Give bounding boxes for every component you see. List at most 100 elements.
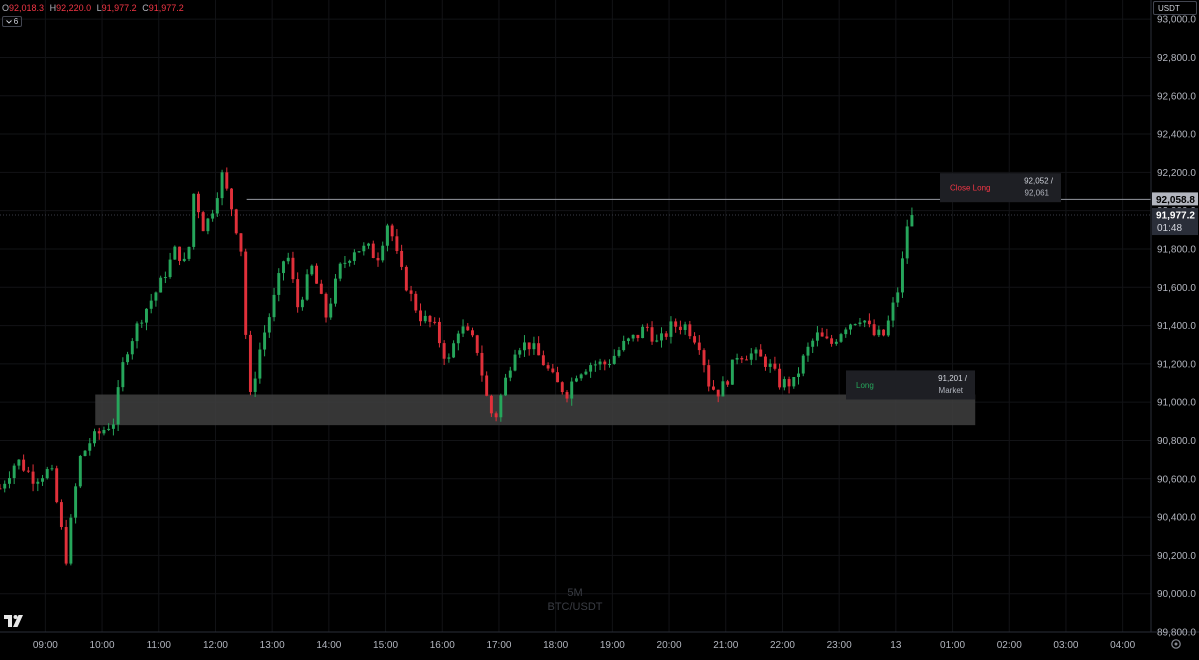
candle-down xyxy=(475,335,479,353)
ohlc-low-value: 91,977.2 xyxy=(101,3,137,13)
candle-up xyxy=(300,299,304,308)
candle-up xyxy=(834,341,838,344)
indicators-collapse-button[interactable]: 6 xyxy=(2,16,22,27)
candle-down xyxy=(471,330,474,336)
candle-up xyxy=(901,258,904,293)
candle-up xyxy=(310,265,314,275)
candle-down xyxy=(825,336,829,339)
price-tick-label: 91,200.0 xyxy=(1157,359,1196,370)
price-tick-label: 91,800.0 xyxy=(1157,244,1196,255)
candle-up xyxy=(768,363,772,367)
candle-down xyxy=(882,329,886,336)
candle-up xyxy=(338,263,342,279)
candle-down xyxy=(712,386,715,390)
candle-up xyxy=(381,245,385,261)
candle-down xyxy=(390,225,394,237)
price-axis[interactable]: 89,800.0 90,000.0 90,200.0 90,400.0 90,600.0… xyxy=(1157,15,1196,639)
candle-up xyxy=(130,341,134,355)
tradingview-logo-icon[interactable] xyxy=(4,614,26,628)
candle-down xyxy=(494,413,498,418)
candle-up xyxy=(518,350,522,355)
price-tick-label: 92,800.0 xyxy=(1157,53,1196,64)
close-long-order[interactable]: Close Long 92,052 / 92,061 xyxy=(940,173,1061,203)
candle-up xyxy=(220,172,224,199)
candle-down xyxy=(787,379,791,387)
candle-down xyxy=(678,326,682,330)
candle-up xyxy=(282,261,285,274)
candle-down xyxy=(745,359,749,361)
candle-down xyxy=(650,327,654,342)
candle-down xyxy=(556,372,560,383)
candle-up xyxy=(69,517,73,564)
time-axis[interactable]: 09:00 10:00 11:00 12:00 13:00 14:00 15:00 16:00… xyxy=(33,640,1136,651)
candle-up xyxy=(305,274,309,300)
long-order[interactable]: Long 91,201 / Market xyxy=(846,370,975,400)
candle-up xyxy=(839,334,843,342)
candle-down xyxy=(674,321,678,327)
candle-down xyxy=(702,350,706,366)
ohlc-high-value: 92,220.0 xyxy=(56,3,92,13)
candle-down xyxy=(759,349,763,357)
candle-up xyxy=(258,349,262,379)
candle-down xyxy=(489,395,493,414)
candle-down xyxy=(419,310,422,322)
candle-up xyxy=(853,324,857,326)
candle-up xyxy=(140,322,144,324)
candle-up xyxy=(211,213,215,219)
candle-down xyxy=(778,368,782,388)
candle-down xyxy=(26,470,30,472)
candle-up xyxy=(17,459,21,466)
order-box[interactable] xyxy=(846,370,975,400)
price-tick-label: 92,400.0 xyxy=(1157,130,1196,141)
price-tick-label: 90,200.0 xyxy=(1157,551,1196,562)
gear-icon[interactable] xyxy=(1170,638,1182,650)
time-tick-label: 14:00 xyxy=(316,640,341,651)
candle-up xyxy=(135,323,139,342)
candle-up xyxy=(593,364,597,366)
candle-down xyxy=(31,471,35,484)
candle-up xyxy=(83,450,87,456)
candle-up xyxy=(721,381,725,397)
candle-down xyxy=(244,251,248,335)
candle-up xyxy=(504,377,508,396)
candle-up xyxy=(102,429,106,434)
candle-up xyxy=(348,260,352,263)
candle-down xyxy=(830,338,834,344)
candle-up xyxy=(456,333,460,344)
candle-down xyxy=(376,258,380,261)
order-box[interactable] xyxy=(940,173,1061,203)
price-tick-label: 90,000.0 xyxy=(1157,589,1196,600)
candle-up xyxy=(891,302,895,321)
candle-down xyxy=(319,283,323,294)
candle-down xyxy=(645,326,649,328)
candle-down xyxy=(324,293,328,318)
candle-up xyxy=(385,225,389,246)
candle-down xyxy=(697,342,701,351)
order-side-label: Long xyxy=(856,381,874,390)
time-tick-label: 17:00 xyxy=(486,640,511,651)
candle-down xyxy=(395,236,399,251)
candle-up xyxy=(782,379,786,388)
candle-up xyxy=(423,315,427,322)
currency-selector[interactable]: USDT xyxy=(1153,1,1197,15)
candle-up xyxy=(263,332,267,350)
candle-up xyxy=(267,317,271,333)
candle-down xyxy=(664,333,668,337)
candle-down xyxy=(0,488,2,490)
price-tick-label: 89,800.0 xyxy=(1157,628,1196,639)
support-zone-layer xyxy=(95,394,976,426)
order-labels[interactable]: Close Long 92,052 / 92,061 Long 91,201 / Mark… xyxy=(846,173,1061,400)
candle-down xyxy=(315,265,319,284)
candle-up xyxy=(329,303,333,318)
candle-down xyxy=(296,279,300,308)
candle-up xyxy=(735,357,739,360)
support-zone xyxy=(95,394,976,426)
candle-up xyxy=(173,246,177,260)
candles xyxy=(0,167,914,566)
candle-down xyxy=(537,343,541,356)
ohlc-close-key: C xyxy=(142,3,149,13)
ohlc-high-key: H xyxy=(49,3,57,13)
candle-up xyxy=(626,338,630,341)
